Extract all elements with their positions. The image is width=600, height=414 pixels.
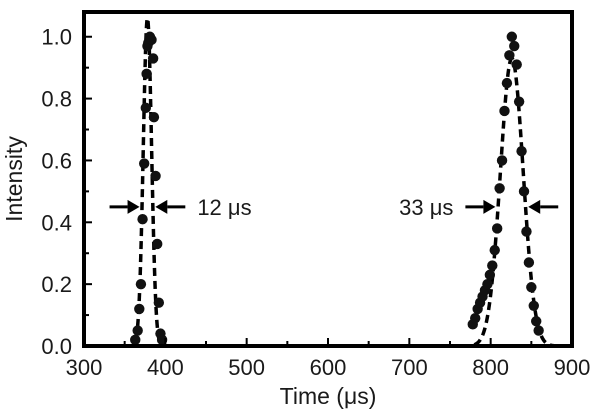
data-point — [533, 325, 544, 336]
data-point — [487, 260, 498, 271]
data-point — [484, 269, 496, 281]
fwhm-label: 12 μs — [197, 195, 251, 220]
fit-curve — [126, 14, 169, 348]
data-point — [491, 223, 503, 234]
y-tick-label: 0.8 — [41, 87, 72, 112]
left-arrow-head — [127, 199, 140, 214]
data-point — [137, 214, 148, 225]
data-point — [531, 316, 542, 327]
data-point — [138, 158, 150, 169]
data-point — [516, 145, 527, 157]
x-tick-label: 900 — [554, 355, 591, 380]
data-point — [134, 303, 145, 315]
data-point — [521, 226, 532, 237]
data-point — [146, 34, 157, 46]
data-point — [518, 186, 530, 197]
data-point — [150, 170, 161, 182]
fit-curves — [126, 14, 568, 348]
data-point — [494, 183, 505, 194]
data-point — [132, 325, 143, 336]
x-tick-label: 500 — [228, 355, 265, 380]
data-point — [153, 297, 165, 308]
x-axis-label: Time (μs) — [280, 383, 377, 409]
data-point — [135, 278, 147, 290]
data-point — [504, 50, 515, 61]
data-point — [526, 282, 537, 293]
data-point — [509, 40, 520, 52]
data-point — [147, 53, 159, 64]
x-tick-label: 700 — [391, 355, 428, 380]
data-point — [496, 155, 508, 166]
fwhm-annotations: 12 μs 33 μs — [109, 195, 559, 220]
y-tick-label: 0.4 — [41, 210, 72, 235]
data-point — [470, 312, 481, 324]
x-tick-label: 300 — [66, 355, 103, 380]
data-point — [523, 257, 535, 268]
x-tick-label: 400 — [147, 355, 184, 380]
data-point — [130, 334, 141, 346]
right-arrow-head — [528, 199, 541, 214]
right-arrow-head — [155, 199, 168, 214]
tick-labels: 300 400 500 600 700 800 900 0.0 0.2 0.4 0.6 0.8 1.0 — [41, 25, 590, 380]
fwhm-label: 33 μs — [399, 195, 453, 220]
data-point — [511, 59, 522, 70]
x-tick-label: 600 — [310, 355, 347, 380]
data-point — [482, 278, 493, 290]
data-point — [501, 77, 513, 89]
data-point — [489, 244, 500, 256]
y-tick-label: 0.2 — [41, 272, 72, 297]
data-point — [152, 238, 163, 250]
data-point — [513, 96, 525, 107]
fit-curve — [448, 56, 568, 348]
y-axis-label: Intensity — [1, 136, 27, 222]
y-tick-label: 1.0 — [41, 25, 72, 50]
data-point — [148, 111, 160, 123]
x-tick-label: 800 — [472, 355, 509, 380]
y-tick-label: 0.6 — [41, 148, 72, 173]
plot-frame — [82, 10, 574, 348]
data-point — [528, 300, 539, 311]
data-points — [130, 31, 544, 346]
data-point — [506, 31, 518, 42]
y-tick-label: 0.0 — [41, 334, 72, 359]
data-point — [140, 102, 152, 114]
data-point — [499, 105, 510, 117]
data-point — [141, 68, 152, 80]
left-arrow-head — [483, 199, 496, 214]
